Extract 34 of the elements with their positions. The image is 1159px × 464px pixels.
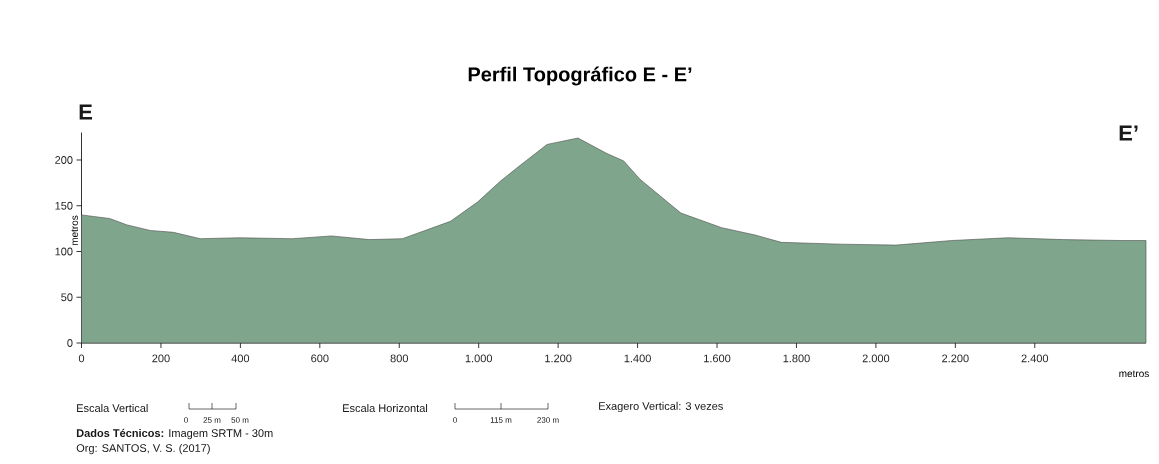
text: Exagero Vertical: 3 vezes xyxy=(599,401,723,413)
annotation: E’ xyxy=(1119,125,1138,141)
text: E xyxy=(79,104,93,120)
text: 25 m xyxy=(203,417,221,423)
y-tick-label: 50 xyxy=(61,293,73,302)
y-tick-label: 150 xyxy=(55,201,73,210)
text: 0 xyxy=(184,417,188,423)
y-tick-label: 100 xyxy=(55,247,73,256)
text: Escala Vertical xyxy=(77,403,148,413)
x-tick-label: 2.000 xyxy=(862,354,890,363)
x-tick-label: 200 xyxy=(152,354,170,363)
x-tick-label: 1.600 xyxy=(704,354,731,363)
x-tick-label: 1.800 xyxy=(783,354,810,363)
x-tick-label: 600 xyxy=(311,354,329,363)
text: Escala Horizontal xyxy=(343,403,428,413)
x-tick-label: 0 xyxy=(78,354,85,363)
x-tick-label: 2.400 xyxy=(1021,354,1049,363)
y-tick-label: 200 xyxy=(55,156,73,164)
text: 0 xyxy=(453,417,457,423)
x-tick-label: 1.400 xyxy=(624,354,651,363)
x-tick-label: 1.200 xyxy=(545,354,572,363)
text: Dados Técnicos: Imagem SRTM - 30m xyxy=(76,428,273,440)
x-axis-title: metros xyxy=(1119,370,1149,378)
text: 230 m xyxy=(537,417,559,423)
text: Org: SANTOS, V. S. (2017) xyxy=(76,443,210,455)
y-tick-label: 0 xyxy=(67,339,73,347)
x-tick-label: 400 xyxy=(231,354,250,363)
chart-title: Perfil Topográfico E - E’ xyxy=(468,66,692,86)
x-tick-label: 1.000 xyxy=(465,354,493,363)
y-axis-title: metros xyxy=(71,215,78,246)
text: 115 m xyxy=(490,417,512,423)
x-tick-label: 2.200 xyxy=(942,354,969,363)
x-tick-label: 800 xyxy=(390,354,408,363)
text: 50 m xyxy=(231,417,249,423)
